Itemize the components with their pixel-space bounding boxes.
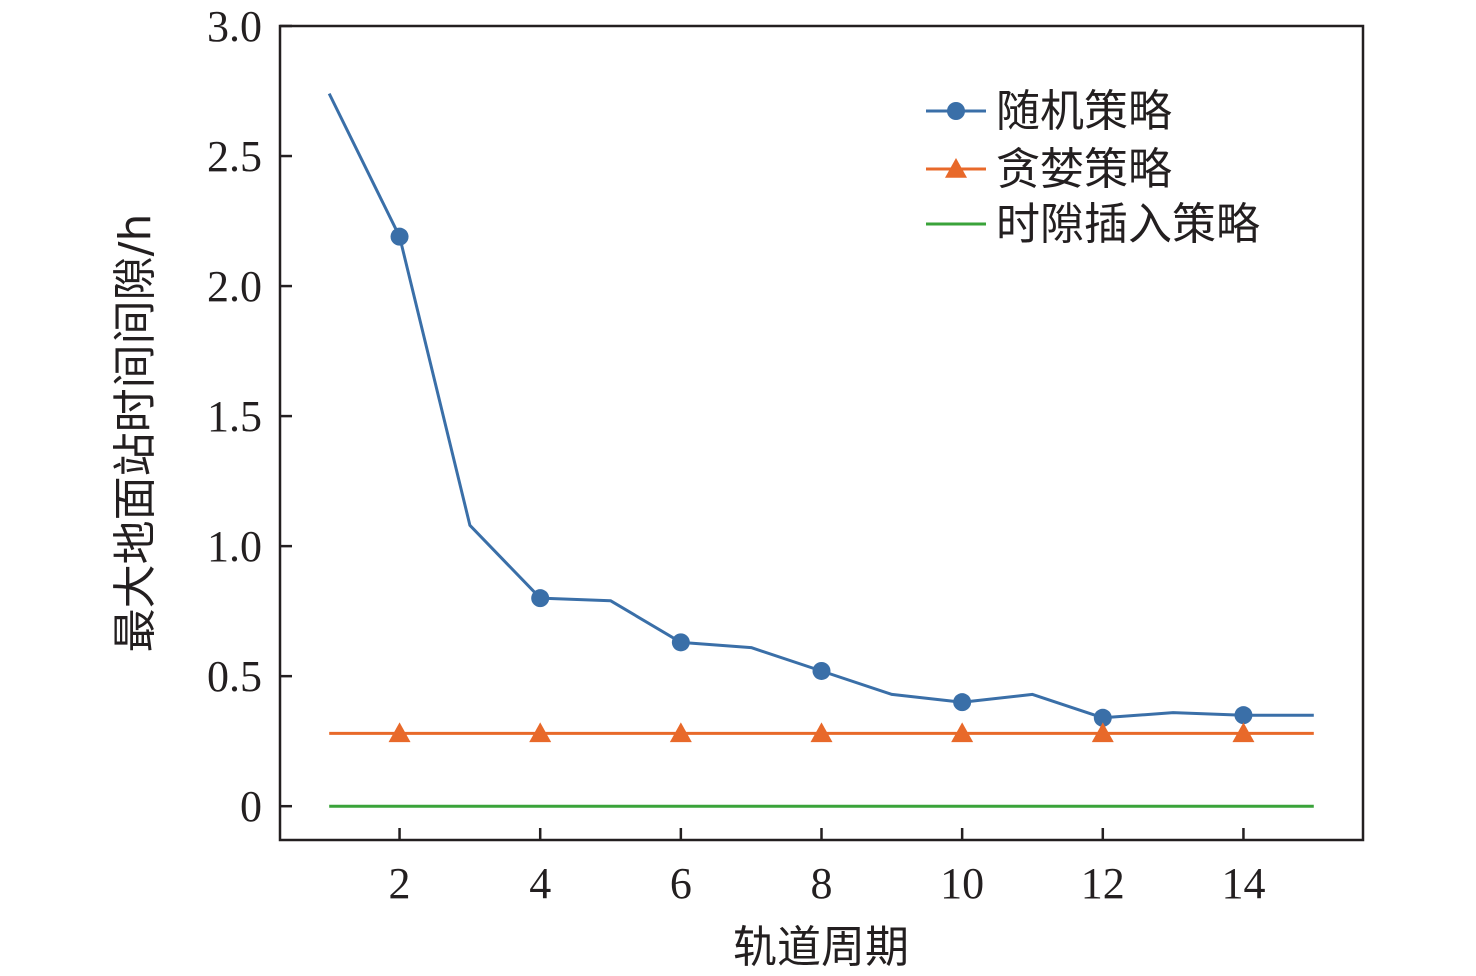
series-2-point [388, 722, 411, 743]
series-1-point [1234, 706, 1253, 725]
x-axis-label: 轨道周期 [733, 922, 909, 973]
y-tick-label: 2.5 [207, 132, 262, 181]
x-tick-label: 2 [389, 859, 411, 908]
series-1-point [953, 693, 972, 712]
series-2-point [951, 722, 974, 743]
x-tick-label: 12 [1081, 859, 1125, 908]
series-2-point [529, 722, 552, 743]
series-1-point [531, 589, 550, 608]
x-tick-label: 8 [811, 859, 833, 908]
x-tick-label: 4 [529, 859, 551, 908]
y-tick-label: 3.0 [207, 2, 262, 51]
y-tick-label: 2.0 [207, 262, 262, 311]
series-2-point [669, 722, 692, 743]
x-tick-label: 10 [940, 859, 984, 908]
x-tick-label: 6 [670, 859, 692, 908]
x-tick-label: 14 [1221, 859, 1265, 908]
legend-label-3: 时隙插入策略 [996, 199, 1260, 250]
series-1-point [671, 633, 690, 652]
y-tick-label: 1.0 [207, 522, 262, 571]
y-tick-label: 1.5 [207, 392, 262, 441]
legend-marker-2 [945, 158, 967, 178]
series-2-point [1232, 722, 1255, 743]
y-axis-ticks: 0 0.5 1.0 1.5 2.0 2.5 3.0 [207, 2, 292, 831]
series-2-point [1091, 722, 1114, 743]
series-1-point [812, 661, 831, 680]
series-2-point [810, 722, 833, 743]
y-axis-label: 最大地面站时间间隙/h [110, 214, 161, 653]
legend-marker-1 [947, 102, 965, 120]
y-tick-label: 0.5 [207, 652, 262, 701]
series-1-point [1093, 708, 1112, 727]
series-1-point [390, 227, 409, 246]
legend-label-2: 贪婪策略 [996, 144, 1172, 195]
series-markers [388, 227, 1255, 743]
plot-area-frame [278, 24, 1365, 842]
legend-label-1: 随机策略 [996, 86, 1172, 137]
x-axis-ticks: 2 4 6 8 10 12 14 [389, 828, 1265, 908]
y-tick-label: 0 [240, 782, 262, 831]
